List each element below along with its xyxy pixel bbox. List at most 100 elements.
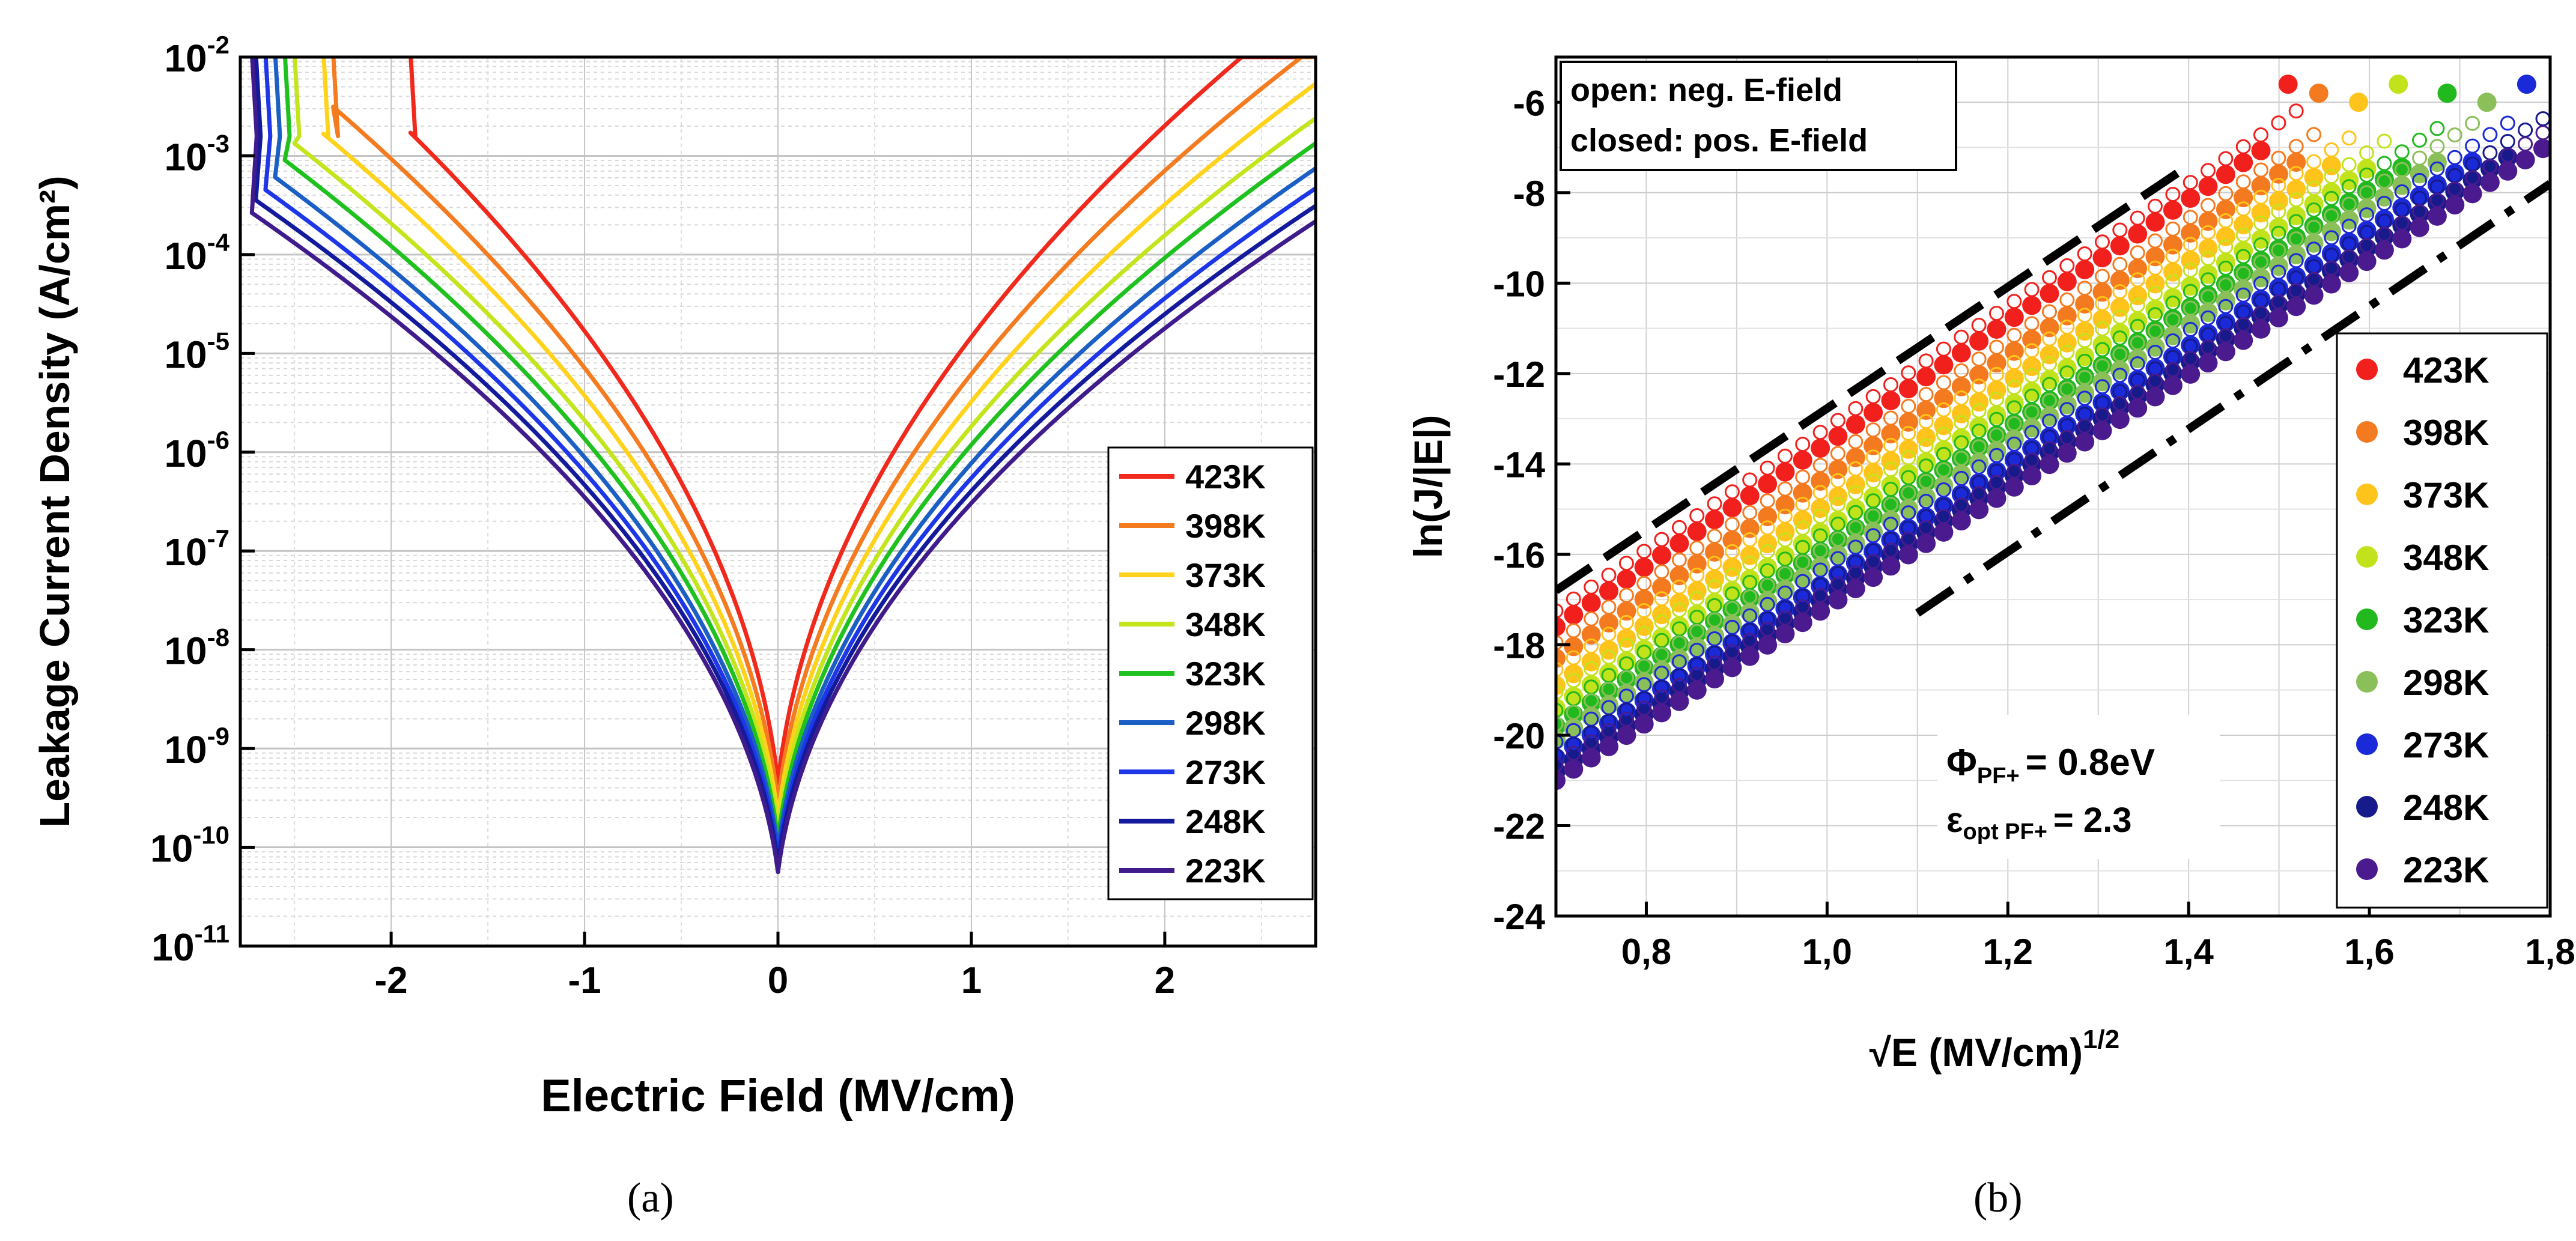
point-closed-348K [1864,487,1883,507]
y-tick-label-b: -18 [1493,625,1545,666]
point-closed-273K [2445,163,2465,183]
point-open-423K [1636,544,1652,559]
point-closed-348K [2198,264,2218,284]
point-closed-423K [1599,581,1618,601]
point-closed-323K [1652,646,1671,666]
point-closed-398K [1581,625,1601,645]
point-closed-398K [2286,153,2306,172]
point-closed-423K [2128,224,2148,244]
point-closed-348K [1599,663,1618,683]
point-open-398K [1742,505,1758,520]
point-closed-298K [1934,476,1954,496]
point-closed-248K [2427,193,2447,213]
point-closed-348K [2040,370,2059,390]
point-closed-298K [1951,464,1971,484]
point-closed-298K [1705,626,1724,646]
point-closed-223K [1652,703,1671,723]
point-closed-223K [2392,229,2412,249]
point-closed-223K [2357,252,2377,272]
point-closed-423K [2040,284,2059,303]
point-closed-223K [1811,601,1830,621]
point-closed-248K [2392,216,2412,235]
legend-marker-398K [2356,421,2378,443]
point-closed-373K [2216,226,2235,246]
point-closed-423K [2181,189,2201,208]
y-tick-label-b: -12 [1493,354,1545,395]
point-closed-223K [2234,330,2253,350]
point-closed-423K [1811,438,1830,458]
point-open-398K [1556,635,1564,651]
legend-marker-323K [2356,608,2378,630]
point-closed-348K [1634,640,1654,660]
point-closed-423K [2216,165,2235,184]
point-open-423K [1989,306,2004,321]
point-open-223K [2554,115,2567,128]
point-closed-323K [2339,193,2359,213]
point-open-398K [2288,139,2304,154]
point-closed-223K [1564,759,1584,779]
point-closed-398K [2110,270,2130,290]
point-open-398K [2148,233,2163,249]
point-closed-298K [1722,614,1742,634]
legend-label-373K: 373K [1185,556,1266,594]
point-open-398K [2042,304,2057,320]
svg-text:εopt PF+= 2.3: εopt PF+ = 2.3 [1946,801,2132,845]
point-closed-298K [2145,337,2165,357]
point-open-398K [1954,363,1969,378]
guide-line-dash-dot [1915,180,2550,617]
point-closed-223K [2128,398,2148,418]
point-closed-373K [2268,191,2288,211]
point-closed-423K [1669,533,1689,553]
point-open-423K [1848,401,1864,416]
point-closed-423K [1916,367,1936,387]
point-closed-398K [1811,472,1830,491]
point-open-298K [2429,139,2445,154]
series-line-348K [292,57,1316,832]
series-line-398K [331,57,1316,806]
point-closed-398K [1599,613,1618,633]
point-saturated-248K [2557,83,2576,103]
x-axis-title-a: Electric Field (MV/cm) [541,1070,1015,1121]
point-saturated-373K [2349,93,2368,112]
point-closed-223K [2480,172,2500,192]
point-closed-298K [1828,545,1848,565]
y-axis-title-b: ln(J/|E|) [1406,415,1451,559]
point-closed-348K [2092,335,2112,354]
point-closed-223K [2251,319,2271,339]
point-open-423K [1812,425,1828,440]
point-open-223K [2518,136,2533,152]
point-closed-298K [2092,372,2112,392]
point-open-423K [1830,413,1845,428]
point-closed-373K [2304,168,2324,187]
point-open-398K [2253,162,2268,178]
legend-label-323K: 323K [1185,655,1266,693]
point-closed-348K [1828,511,1848,530]
y-tick-label-b: -10 [1493,264,1545,304]
point-closed-223K [2198,353,2218,373]
point-closed-348K [2163,288,2183,308]
point-closed-298K [1811,557,1830,577]
point-closed-298K [2234,279,2253,299]
point-closed-223K [1793,613,1812,633]
point-closed-398K [1828,460,1848,479]
point-closed-398K [1775,495,1795,515]
point-open-323K [1556,703,1564,718]
point-closed-423K [1556,617,1566,637]
point-open-248K [2518,123,2533,138]
x-tick-label-b: 1,2 [1983,932,2033,972]
point-closed-223K [2374,240,2394,260]
point-closed-398K [2004,341,2024,361]
point-closed-223K [1740,646,1760,666]
point-closed-423K [1705,510,1724,529]
x-tick-label-a: 1 [961,960,982,1001]
point-closed-398K [2163,235,2183,255]
point-closed-323K [1564,705,1584,724]
point-closed-348K [1987,405,2006,425]
point-open-398K [1566,623,1581,639]
guide-lines-b [1556,162,2550,617]
point-closed-323K [2392,158,2412,177]
point-saturated-323K [2437,83,2457,103]
point-open-423K [1918,353,1934,369]
point-open-298K [2465,115,2480,131]
point-closed-248K [2445,181,2465,201]
